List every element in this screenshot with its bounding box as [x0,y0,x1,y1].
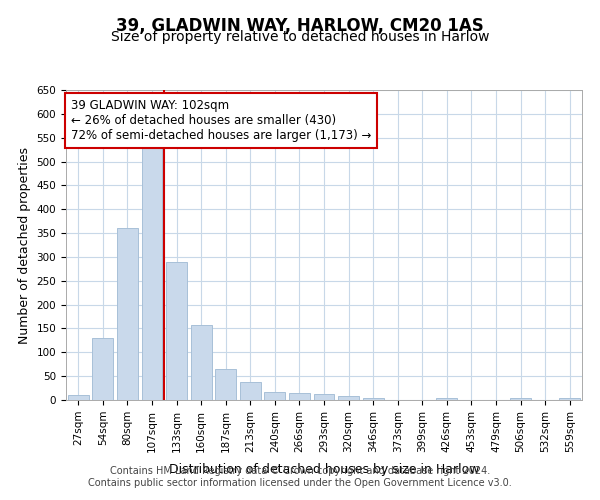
Y-axis label: Number of detached properties: Number of detached properties [18,146,31,344]
Bar [265,392,286,400]
Bar [215,369,236,400]
Bar [191,325,212,400]
Bar [166,262,187,400]
Bar [92,338,113,400]
Bar [68,395,89,400]
Text: Contains HM Land Registry data © Crown copyright and database right 2024.
Contai: Contains HM Land Registry data © Crown c… [88,466,512,487]
Bar [559,398,580,400]
Bar [240,382,261,400]
X-axis label: Distribution of detached houses by size in Harlow: Distribution of detached houses by size … [169,463,479,476]
Bar [362,398,383,400]
Text: Size of property relative to detached houses in Harlow: Size of property relative to detached ho… [111,30,489,44]
Text: 39, GLADWIN WAY, HARLOW, CM20 1AS: 39, GLADWIN WAY, HARLOW, CM20 1AS [116,18,484,36]
Bar [117,228,138,400]
Bar [436,398,457,400]
Bar [142,145,163,400]
Bar [338,396,359,400]
Text: 39 GLADWIN WAY: 102sqm
← 26% of detached houses are smaller (430)
72% of semi-de: 39 GLADWIN WAY: 102sqm ← 26% of detached… [71,100,371,142]
Bar [289,393,310,400]
Bar [510,398,531,400]
Bar [314,394,334,400]
